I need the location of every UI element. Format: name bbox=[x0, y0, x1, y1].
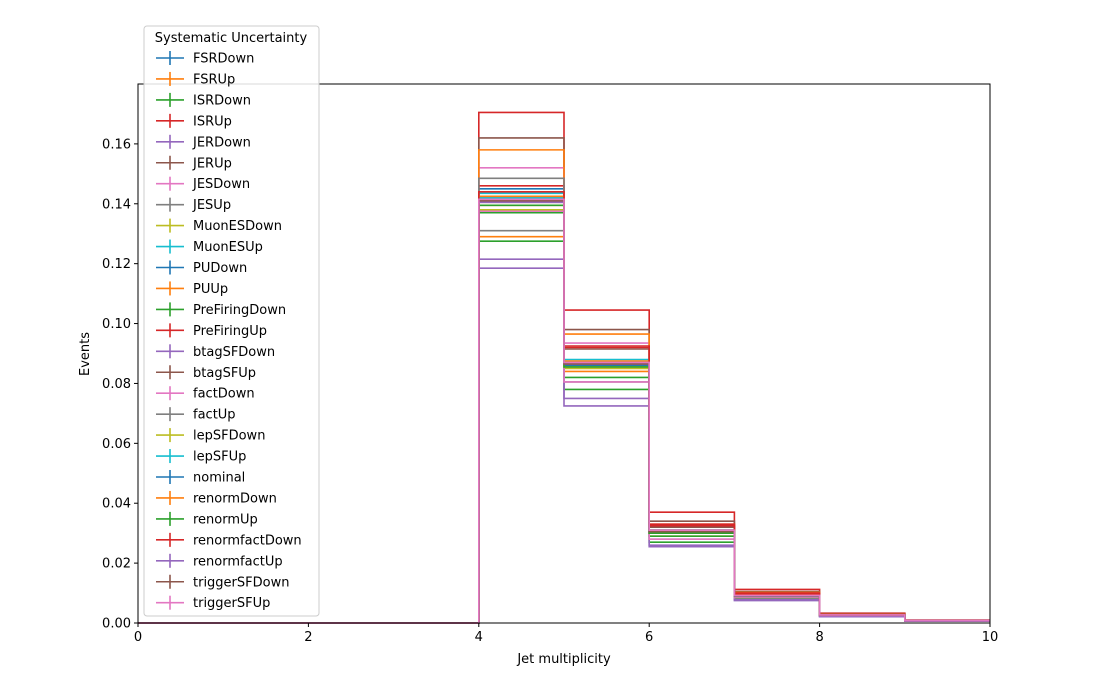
legend-entry-renormfactDown: renormfactDown bbox=[156, 532, 302, 548]
legend-entry-JERUp: JERUp bbox=[156, 155, 232, 171]
legend-entry-renormfactUp: renormfactUp bbox=[156, 553, 283, 569]
legend-entry-factDown: factDown bbox=[156, 386, 255, 402]
legend-entry-btagSFDown: btagSFDown bbox=[156, 344, 275, 360]
legend-entry-ISRUp: ISRUp bbox=[156, 113, 232, 129]
legend-label: PreFiringUp bbox=[193, 324, 267, 339]
y-tick-label: 0.02 bbox=[102, 557, 131, 572]
legend-label: btagSFUp bbox=[193, 366, 256, 381]
plot-frame bbox=[137, 83, 991, 624]
legend-label: PreFiringDown bbox=[193, 303, 286, 318]
x-tick-label: 4 bbox=[475, 630, 483, 645]
x-axis: 0 2 4 6 8 10 bbox=[134, 623, 998, 645]
legend-entry-MuonESUp: MuonESUp bbox=[156, 239, 263, 255]
x-tick-label: 6 bbox=[645, 630, 653, 645]
legend-label: triggerSFUp bbox=[193, 596, 270, 611]
legend-label: lepSFDown bbox=[193, 429, 265, 444]
legend-label: JERUp bbox=[192, 156, 232, 171]
y-tick-label: 0.04 bbox=[102, 497, 131, 512]
legend-entry-factUp: factUp bbox=[156, 407, 236, 423]
legend-entry-FSRUp: FSRUp bbox=[156, 71, 235, 87]
legend-label: renormfactUp bbox=[193, 554, 283, 569]
legend-label: JESUp bbox=[192, 198, 231, 213]
legend-label: btagSFDown bbox=[193, 345, 275, 360]
legend-label: factDown bbox=[193, 387, 255, 402]
legend-label: MuonESUp bbox=[193, 240, 263, 255]
legend-label: factUp bbox=[193, 408, 236, 423]
legend-entries: FSRDown FSRUp ISRDown ISRUp JERDown JERUp JESD… bbox=[156, 51, 302, 611]
legend-entry-triggerSFUp: triggerSFUp bbox=[156, 595, 270, 611]
legend-label: FSRUp bbox=[193, 72, 235, 87]
legend-entry-triggerSFDown: triggerSFDown bbox=[156, 574, 289, 590]
legend-entry-PUUp: PUUp bbox=[156, 281, 228, 297]
legend: Systematic Uncertainty FSRDown FSRUp ISRDo… bbox=[143, 25, 320, 617]
legend-label: ISRDown bbox=[193, 93, 251, 108]
x-tick-label: 0 bbox=[134, 630, 142, 645]
legend-entry-JESUp: JESUp bbox=[156, 197, 231, 213]
legend-label: FSRDown bbox=[193, 52, 254, 67]
legend-box bbox=[143, 25, 320, 617]
legend-entry-PreFiringUp: PreFiringUp bbox=[156, 323, 267, 339]
legend-entry-PUDown: PUDown bbox=[156, 260, 247, 276]
x-axis-label: Jet multiplicity bbox=[516, 652, 611, 667]
legend-label: renormDown bbox=[193, 491, 277, 506]
legend-entry-JESDown: JESDown bbox=[156, 176, 250, 192]
legend-entry-PreFiringDown: PreFiringDown bbox=[156, 302, 286, 318]
x-tick-label: 8 bbox=[815, 630, 823, 645]
legend-label: JESDown bbox=[192, 177, 250, 192]
y-tick-label: 0.14 bbox=[102, 197, 131, 212]
x-tick-label: 10 bbox=[982, 630, 999, 645]
legend-label: PUUp bbox=[193, 282, 228, 297]
legend-entry-lepSFUp: lepSFUp bbox=[156, 449, 246, 465]
legend-label: triggerSFDown bbox=[193, 575, 289, 590]
legend-label: renormUp bbox=[193, 512, 258, 527]
y-tick-label: 0.06 bbox=[102, 437, 131, 452]
y-axis-label: Events bbox=[78, 332, 93, 376]
legend-label: lepSFUp bbox=[193, 450, 246, 465]
x-tick-label: 2 bbox=[304, 630, 312, 645]
legend-title: Systematic Uncertainty bbox=[155, 31, 308, 46]
legend-entry-JERDown: JERDown bbox=[156, 134, 251, 150]
legend-entry-nominal: nominal bbox=[156, 470, 245, 486]
legend-entry-lepSFDown: lepSFDown bbox=[156, 428, 265, 444]
y-tick-label: 0.00 bbox=[102, 617, 131, 632]
legend-entry-btagSFUp: btagSFUp bbox=[156, 365, 256, 381]
legend-label: ISRUp bbox=[193, 114, 232, 129]
y-axis: 0.00 0.02 0.04 0.06 0.08 0.10 0.12 0.14 0.16 bbox=[102, 137, 138, 632]
y-tick-label: 0.10 bbox=[102, 317, 131, 332]
legend-label: nominal bbox=[193, 471, 245, 486]
legend-entry-ISRDown: ISRDown bbox=[156, 92, 251, 108]
legend-entry-FSRDown: FSRDown bbox=[156, 51, 254, 67]
legend-entry-renormDown: renormDown bbox=[156, 490, 277, 506]
legend-entry-MuonESDown: MuonESDown bbox=[156, 218, 282, 234]
legend-label: PUDown bbox=[193, 261, 247, 276]
y-tick-label: 0.16 bbox=[102, 137, 131, 152]
legend-label: renormfactDown bbox=[193, 533, 302, 548]
legend-label: MuonESDown bbox=[193, 219, 282, 234]
y-tick-label: 0.12 bbox=[102, 257, 131, 272]
legend-label: JERDown bbox=[192, 135, 251, 150]
legend-entry-renormUp: renormUp bbox=[156, 511, 258, 527]
y-tick-label: 0.08 bbox=[102, 377, 131, 392]
